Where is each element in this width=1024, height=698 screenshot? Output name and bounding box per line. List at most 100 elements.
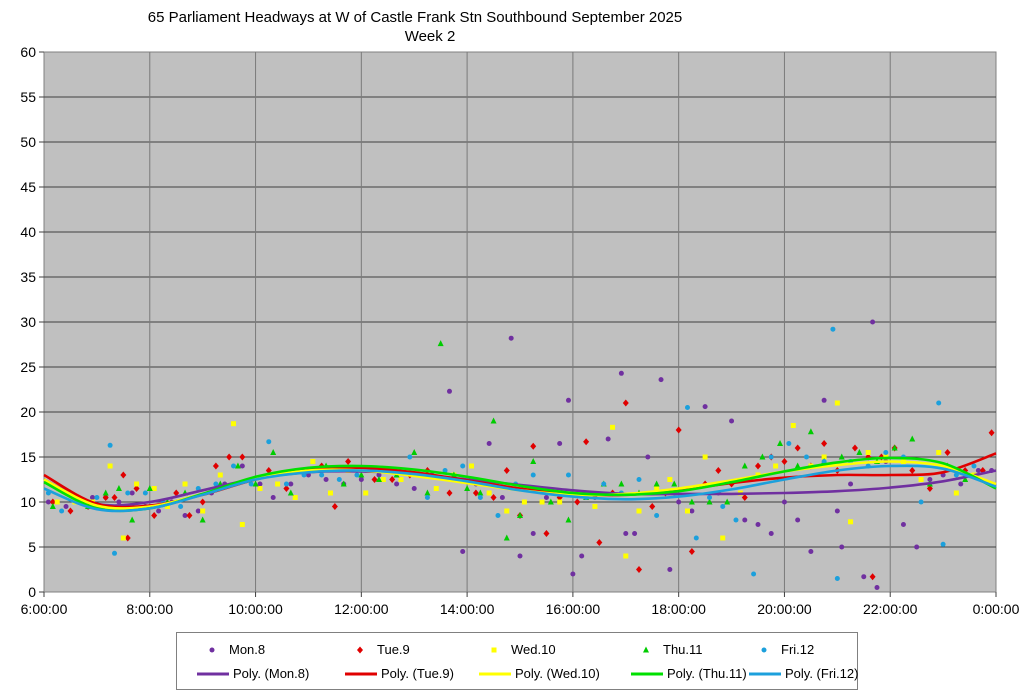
data-point-tue-9	[283, 485, 290, 492]
y-tick-label: 55	[20, 89, 36, 105]
legend-marker	[357, 646, 363, 654]
data-point-thu-11	[909, 435, 916, 442]
legend-item-poly-tue-9: Poly. (Tue.9)	[343, 666, 473, 682]
data-point-fri-12	[654, 513, 660, 518]
legend-label: Thu.11	[663, 642, 703, 657]
chart-title: 65 Parliament Headways at W of Castle Fr…	[0, 8, 830, 46]
legend-label: Tue.9	[377, 642, 410, 657]
data-point-thu-11	[962, 476, 969, 482]
data-point-fri-12	[720, 504, 726, 509]
legend-swatch	[631, 672, 663, 676]
legend-item-tue-9: Tue.9	[343, 642, 473, 658]
data-point-wed-10	[720, 535, 726, 541]
data-point-mon-8	[848, 481, 854, 487]
data-point-tue-9	[583, 438, 590, 446]
data-point-thu-11	[565, 516, 572, 523]
legend-label: Poly. (Mon.8)	[233, 666, 310, 681]
data-point-tue-9	[530, 442, 537, 450]
data-point-mon-8	[702, 404, 708, 410]
data-point-tue-9	[212, 462, 219, 470]
data-point-fri-12	[733, 517, 739, 523]
data-point-fri-12	[442, 468, 448, 473]
data-point-tue-9	[67, 507, 74, 515]
data-point-thu-11	[477, 489, 484, 496]
data-point-fri-12	[231, 463, 237, 469]
data-point-wed-10	[953, 490, 959, 496]
data-point-mon-8	[689, 508, 695, 514]
data-point-fri-12	[107, 442, 113, 448]
data-point-wed-10	[275, 481, 281, 487]
data-point-wed-10	[918, 477, 924, 482]
data-point-wed-10	[521, 499, 527, 505]
chart-legend: Mon.8 Tue.9 Wed.10 Thu.11 Fri.12 Poly. (Mon.8…	[176, 632, 858, 690]
legend-label: Poly. (Tue.9)	[381, 666, 454, 681]
data-point-mon-8	[658, 377, 664, 383]
x-tick-label: 10:00:00	[228, 601, 283, 617]
data-point-mon-8	[156, 508, 162, 514]
data-point-wed-10	[834, 400, 840, 406]
data-point-tue-9	[944, 449, 951, 456]
y-tick-label: 30	[20, 314, 36, 330]
legend-swatch	[761, 647, 767, 653]
legend-swatch	[749, 672, 781, 676]
data-point-mon-8	[861, 574, 867, 580]
data-point-thu-11	[234, 462, 241, 469]
data-point-wed-10	[151, 486, 157, 491]
legend-label: Poly. (Thu.11)	[667, 666, 747, 681]
data-point-mon-8	[795, 517, 801, 523]
y-tick-label: 15	[20, 449, 36, 465]
data-point-mon-8	[411, 486, 417, 491]
data-point-tue-9	[239, 453, 246, 461]
data-point-wed-10	[433, 486, 439, 491]
data-point-wed-10	[380, 477, 386, 482]
data-point-fri-12	[803, 454, 809, 460]
data-point-tue-9	[543, 530, 550, 537]
data-point-thu-11	[530, 458, 537, 464]
data-point-mon-8	[543, 495, 549, 500]
legend-swatch	[357, 646, 363, 654]
data-point-tue-9	[371, 476, 378, 483]
legend-item-thu-11: Thu.11	[629, 642, 759, 658]
x-tick-label: 14:00:00	[440, 601, 495, 617]
y-axis-tick-labels: 0 5 10 15 20 25 30 35 40 45 50 55 60	[20, 44, 36, 600]
data-point-wed-10	[539, 499, 545, 505]
data-point-mon-8	[460, 549, 466, 554]
data-point-fri-12	[125, 490, 131, 496]
data-point-thu-11	[891, 444, 898, 451]
data-point-tue-9	[472, 489, 479, 497]
data-point-tue-9	[503, 467, 510, 474]
data-point-wed-10	[936, 450, 942, 455]
data-point-thu-11	[49, 503, 56, 509]
data-point-fri-12	[707, 495, 713, 500]
data-point-mon-8	[45, 499, 51, 505]
data-point-wed-10	[865, 450, 871, 455]
data-point-fri-12	[786, 441, 792, 446]
x-tick-label: 0:00:00	[973, 601, 1020, 617]
data-point-mon-8	[676, 499, 682, 505]
legend-swatch	[209, 647, 215, 653]
data-point-thu-11	[199, 516, 206, 523]
x-tick-label: 12:00:00	[334, 601, 389, 617]
x-tick-label: 18:00:00	[651, 601, 706, 617]
data-point-thu-11	[252, 480, 259, 487]
horizontal-gridlines	[39, 51, 996, 593]
trendlines	[43, 452, 997, 513]
data-point-tue-9	[909, 467, 916, 474]
data-point-mon-8	[808, 549, 814, 554]
data-point-tue-9	[574, 498, 581, 506]
data-point-fri-12	[834, 576, 840, 581]
data-point-wed-10	[292, 495, 298, 500]
data-point-mon-8	[394, 481, 400, 487]
data-point-fri-12	[283, 481, 289, 487]
data-point-fri-12	[319, 472, 325, 478]
legend-marker	[643, 646, 649, 653]
legend-item-poly-wed-10: Poly. (Wed.10)	[477, 666, 607, 682]
data-point-tue-9	[331, 503, 338, 510]
data-point-tue-9	[199, 498, 206, 506]
data-point-thu-11	[129, 516, 136, 523]
data-point-tue-9	[649, 503, 656, 510]
data-point-thu-11	[411, 449, 418, 455]
data-point-wed-10	[469, 463, 475, 469]
data-point-mon-8	[517, 553, 523, 559]
data-point-mon-8	[914, 544, 920, 550]
